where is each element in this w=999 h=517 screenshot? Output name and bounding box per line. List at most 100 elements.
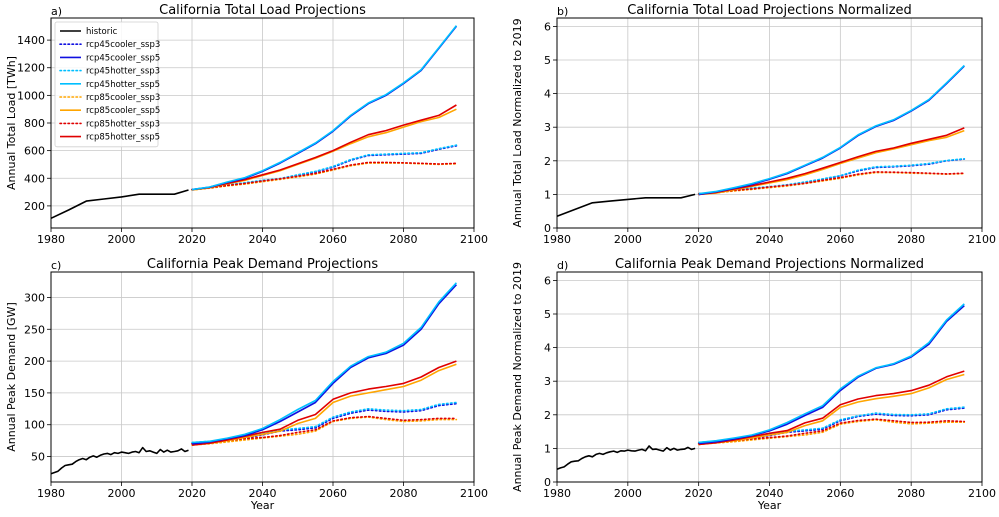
series-line-rcp45hotter_ssp5 <box>191 25 458 191</box>
y-tick-label: 250 <box>24 323 45 336</box>
y-axis-label: Annual Peak Demand [GW] <box>5 302 18 451</box>
legend-entry-label: rcp85hotter_ssp3 <box>86 119 160 129</box>
legend-entry-label: rcp85cooler_ssp3 <box>86 93 160 103</box>
series-line-rcp85hotter_ssp5 <box>191 104 457 191</box>
legend-entry-label: historic <box>86 27 118 37</box>
series-line-historic <box>556 193 696 217</box>
series-line-historic <box>50 446 189 475</box>
y-tick-label: 3 <box>544 375 551 388</box>
x-axis-label: Year <box>250 499 275 512</box>
axes-frame <box>50 271 475 483</box>
y-tick-label: 300 <box>24 291 45 304</box>
x-tick-label: 2080 <box>897 487 925 500</box>
x-tick-label: 2040 <box>249 233 277 246</box>
legend-box <box>54 21 159 148</box>
chart-panel-3: 1980 2000 2020 2040 2060 2080 2100 50 100 150 200 2… <box>5 257 488 512</box>
chart-panel-4: 1980 2000 2020 2040 2060 2080 2100 0 1 2 3 4 5 6 Calif… <box>511 257 996 512</box>
x-tick-label: 2040 <box>756 233 784 246</box>
y-tick-label: 400 <box>24 172 45 185</box>
y-tick-label: 4 <box>544 88 551 101</box>
y-tick-label: 3 <box>544 121 551 134</box>
panel-label: b) <box>557 5 568 18</box>
y-tick-label: 200 <box>24 200 45 213</box>
y-tick-label: 150 <box>24 387 45 400</box>
series-line-rcp45hotter_ssp5 <box>698 303 965 444</box>
y-tick-label: 1000 <box>17 89 45 102</box>
chart-title: California Peak Demand Projections Norma… <box>615 257 924 272</box>
x-tick-label: 2000 <box>108 487 136 500</box>
x-tick-label: 2020 <box>178 487 206 500</box>
series-line-rcp85cooler_ssp3 <box>697 418 966 446</box>
chart-panel-1: 1980 2000 2020 2040 2060 2080 2100 200 400 600 800… <box>5 3 488 246</box>
x-tick-label: 2100 <box>968 233 996 246</box>
series-line-rcp85cooler_ssp3 <box>191 416 458 446</box>
x-axis-label: Year <box>757 499 782 512</box>
series-line-historic <box>50 189 189 220</box>
x-tick-label: 2080 <box>897 233 925 246</box>
y-tick-label: 100 <box>24 419 45 432</box>
legend-entry-label: rcp45hotter_ssp3 <box>86 67 160 77</box>
series-line-rcp85hotter_ssp5 <box>698 127 965 196</box>
x-tick-label: 2020 <box>178 233 206 246</box>
y-tick-label: 1 <box>544 188 551 201</box>
x-tick-label: 2040 <box>756 487 784 500</box>
x-tick-label: 2080 <box>390 233 418 246</box>
y-tick-label: 600 <box>24 145 45 158</box>
legend-entry-label: rcp85cooler_ssp5 <box>86 106 160 116</box>
y-axis-label: Annual Total Load [TWh] <box>5 56 18 190</box>
grid <box>50 272 475 482</box>
axes-frame <box>556 17 983 229</box>
x-tick-label: 1980 <box>543 487 571 500</box>
y-tick-label: 5 <box>544 54 551 67</box>
panel-label: a) <box>51 5 62 18</box>
series-line-rcp45cooler_ssp5 <box>191 25 458 191</box>
panel-label: c) <box>51 259 61 272</box>
legend-entry-label: rcp45cooler_ssp5 <box>86 53 160 63</box>
grid <box>556 18 983 229</box>
x-tick-label: 2100 <box>460 487 488 500</box>
series-line-rcp85cooler_ssp3 <box>191 162 458 191</box>
legend-entry-label: rcp45cooler_ssp3 <box>86 40 160 50</box>
chart-panel-2: 1980 2000 2020 2040 2060 2080 2100 0 1 2 3 4 5 6 Calif… <box>511 3 996 246</box>
panel-label: d) <box>557 259 568 272</box>
y-tick-label: 4 <box>544 342 551 355</box>
x-tick-label: 2040 <box>249 487 277 500</box>
x-tick-label: 2000 <box>614 487 642 500</box>
y-axis-label: Annual Peak Demand Normalized to 2019 <box>511 262 524 492</box>
y-tick-label: 1400 <box>17 34 45 47</box>
x-tick-label: 2020 <box>685 487 713 500</box>
y-tick-label: 5 <box>544 308 551 321</box>
series-line-rcp85cooler_ssp5 <box>698 373 965 446</box>
y-tick-label: 0 <box>544 476 551 489</box>
x-tick-label: 1980 <box>543 233 571 246</box>
x-tick-label: 2060 <box>319 487 347 500</box>
chart-title: California Peak Demand Projections <box>147 257 378 272</box>
y-tick-label: 0 <box>544 222 551 235</box>
y-tick-label: 1200 <box>17 62 45 75</box>
chart-title: California Total Load Projections <box>159 3 366 18</box>
y-tick-label: 50 <box>31 451 45 464</box>
x-tick-label: 2060 <box>319 233 347 246</box>
legend-entry-label: rcp45hotter_ssp5 <box>86 80 160 90</box>
y-tick-label: 1 <box>544 442 551 455</box>
series-line-rcp85hotter_ssp3 <box>697 171 966 195</box>
axes-frame <box>50 17 475 229</box>
y-tick-label: 200 <box>24 355 45 368</box>
series-line-rcp45cooler_ssp5 <box>698 65 965 196</box>
axes-frame <box>556 271 983 483</box>
chart-title: California Total Load Projections Normal… <box>627 3 912 18</box>
x-tick-label: 2100 <box>968 487 996 500</box>
series-line-rcp45hotter_ssp5 <box>191 282 457 444</box>
y-tick-label: 2 <box>544 409 551 422</box>
series-line-rcp85hotter_ssp5 <box>698 370 965 446</box>
y-tick-label: 6 <box>544 274 551 287</box>
series-line-historic <box>556 445 696 470</box>
x-tick-label: 2060 <box>826 487 854 500</box>
series-line-rcp85cooler_ssp5 <box>191 363 457 446</box>
x-tick-label: 2000 <box>614 233 642 246</box>
x-tick-label: 2060 <box>826 233 854 246</box>
x-tick-label: 2000 <box>108 233 136 246</box>
x-tick-label: 2020 <box>685 233 713 246</box>
